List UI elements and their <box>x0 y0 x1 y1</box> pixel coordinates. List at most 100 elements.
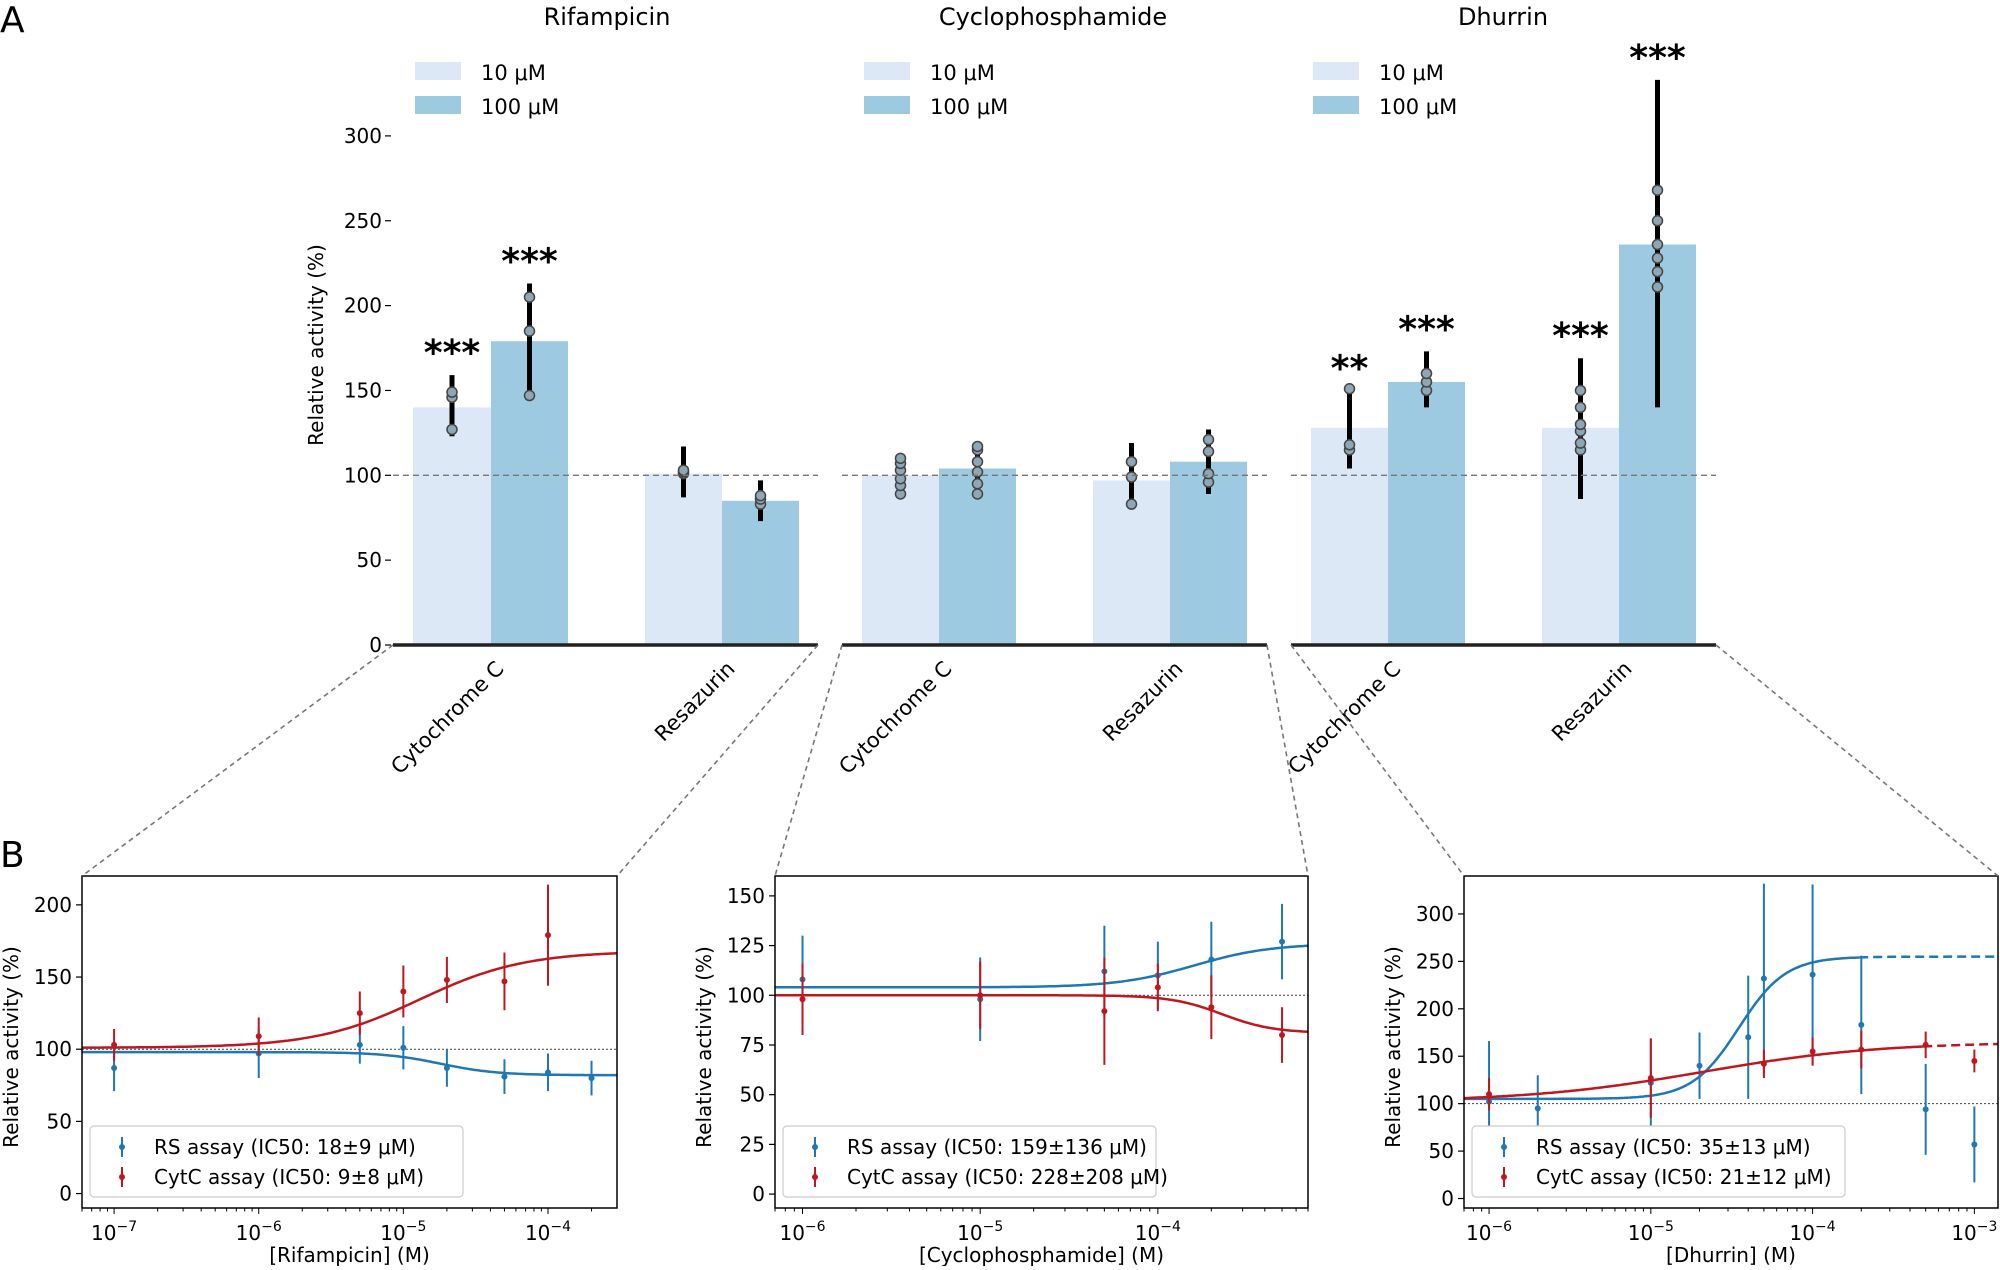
replicate-point <box>1574 384 1587 397</box>
replicate-point <box>894 452 907 465</box>
data-point <box>1154 984 1161 991</box>
y-axis-label: Relative activity (%) <box>1381 946 1405 1148</box>
y-tick-label: 300 <box>344 124 382 148</box>
data-point <box>1809 1048 1816 1055</box>
x-tick-label: 10−3 <box>1951 1219 1997 1245</box>
y-tick-label: 200 <box>34 893 72 917</box>
data-point <box>443 1064 450 1071</box>
zoom-connectors <box>81 644 1999 877</box>
y-tick-label: 100 <box>727 983 765 1007</box>
x-tick-label: 10−4 <box>525 1219 571 1245</box>
group-rifampicin: Rifampicin 10 μM 100 μM *** *** Cytochrome C R… <box>386 3 818 779</box>
y-tick-label: 125 <box>727 934 765 958</box>
subplot-cyc: 0 25 50 75 100 125 150 10−6 10−5 10−4[Cyclophosph… <box>692 875 1309 1267</box>
zoom-connector <box>1290 644 1465 877</box>
plot-frame <box>1463 875 1999 1209</box>
data-point <box>1101 1008 1108 1015</box>
legend-label-100um: 100 μM <box>481 95 559 119</box>
legend-label-10um: 10 μM <box>930 61 995 85</box>
y-tick-label: 0 <box>752 1182 765 1206</box>
data-point <box>111 1064 118 1071</box>
x-tick-label: 10−6 <box>779 1219 825 1245</box>
y-tick-label: 200 <box>344 294 382 318</box>
panel-label-a: A <box>0 0 25 41</box>
legend-box <box>782 1125 1157 1198</box>
significance-stars: *** <box>1398 309 1455 350</box>
y-axis-label: Relative activity (%) <box>304 244 328 446</box>
data-point <box>1279 1032 1286 1039</box>
legend-label-100um: 100 μM <box>930 95 1008 119</box>
data-point <box>544 932 551 939</box>
category-label: Resazurin <box>650 657 739 746</box>
data-point <box>356 1010 363 1017</box>
significance-stars: *** <box>424 333 481 374</box>
y-tick-label: 300 <box>1416 902 1454 926</box>
y-tick-label: 250 <box>344 209 382 233</box>
legend-label-10um: 10 μM <box>1379 61 1444 85</box>
replicate-point <box>971 488 984 500</box>
data-point <box>1745 1034 1752 1041</box>
legend-swatch-100um <box>1313 96 1359 114</box>
replicate-point <box>1651 281 1664 293</box>
legend-box <box>1471 1125 1846 1198</box>
x-tick-label: 10−5 <box>957 1219 1003 1245</box>
replicate-point <box>1125 455 1138 468</box>
y-tick-label: 0 <box>1441 1187 1454 1211</box>
significance-stars: *** <box>1552 316 1609 357</box>
replicate-point <box>523 389 536 402</box>
y-tick-label: 50 <box>1429 1139 1454 1163</box>
significance-stars: *** <box>1629 38 1686 79</box>
panel-label-b: B <box>0 835 25 876</box>
group-title: Rifampicin <box>544 3 671 31</box>
replicate-point <box>1202 433 1215 446</box>
legend-label-10um: 10 μM <box>481 61 546 85</box>
y-axis-label: Relative activity (%) <box>0 946 23 1148</box>
replicate-point <box>446 386 458 398</box>
replicate-point <box>677 464 690 476</box>
x-tick-label: 10−5 <box>1628 1219 1674 1245</box>
zoom-connector <box>1715 644 1999 877</box>
replicate-point <box>1574 437 1587 449</box>
data-point <box>111 1041 118 1048</box>
group-title: Dhurrin <box>1458 3 1548 31</box>
replicate-point <box>1651 215 1664 227</box>
data-point <box>977 992 984 999</box>
bar-10um <box>645 473 722 645</box>
data-point <box>1809 971 1816 978</box>
data-point <box>1279 938 1286 945</box>
legend-label: RS assay (IC50: 159±136 μM) <box>847 1135 1147 1159</box>
legend-label: CytC assay (IC50: 228±208 μM) <box>847 1165 1168 1189</box>
data-point <box>501 978 508 985</box>
legend-label: CytC assay (IC50: 9±8 μM) <box>154 1165 424 1189</box>
y-tick-label: 50 <box>740 1083 765 1107</box>
legend-swatch-10um <box>1313 62 1359 80</box>
replicate-point <box>1574 418 1587 431</box>
y-axis-label: Relative activity (%) <box>692 946 716 1148</box>
replicate-point <box>1651 265 1664 278</box>
legend-marker-dot <box>119 1144 125 1150</box>
fit-curve <box>1464 956 1860 1101</box>
replicate-point <box>1343 439 1356 451</box>
legend-marker-dot <box>119 1174 125 1180</box>
category-label: Resazurin <box>1098 657 1187 746</box>
data-point <box>1486 1091 1493 1098</box>
replicate-point <box>971 478 984 490</box>
data-point <box>1647 1075 1654 1082</box>
y-tick-label: 0 <box>369 633 382 657</box>
data-point <box>1760 1060 1767 1067</box>
data-point <box>1971 1141 1978 1148</box>
y-tick-label: 25 <box>740 1132 765 1156</box>
group-cyclophosphamide: Cyclophosphamide 10 μM 100 μM Cytochrome C R… <box>834 3 1267 779</box>
x-tick-label: 10−6 <box>1466 1219 1512 1245</box>
replicate-point <box>1651 184 1664 196</box>
legend-label-100um: 100 μM <box>1379 95 1457 119</box>
plot-frame <box>774 875 1309 1209</box>
data-point <box>588 1075 595 1082</box>
fit-curve-extrapolated <box>1923 1042 1999 1048</box>
y-tick-label: 50 <box>357 548 382 572</box>
data-point <box>1922 1041 1929 1048</box>
legend-label: RS assay (IC50: 18±9 μM) <box>154 1135 416 1159</box>
y-tick-label: 250 <box>1416 949 1454 973</box>
